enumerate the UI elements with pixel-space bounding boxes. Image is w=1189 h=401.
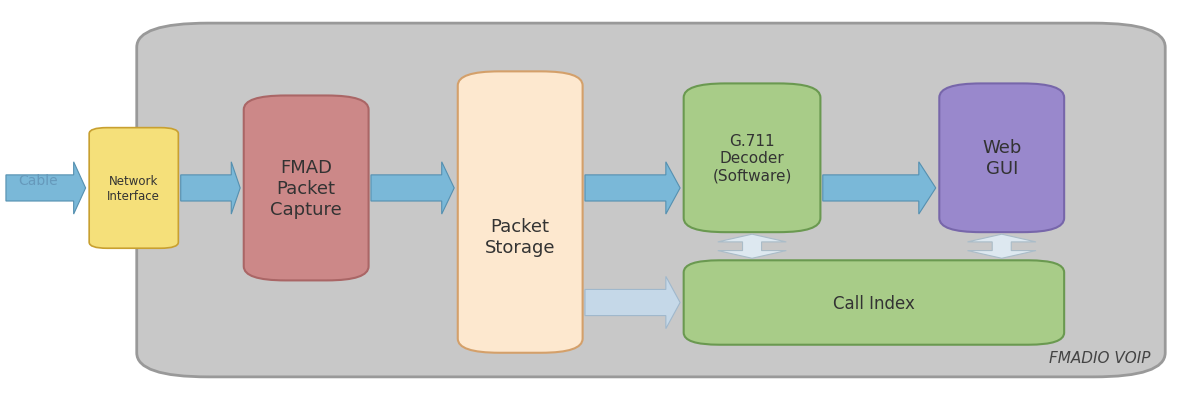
FancyBboxPatch shape bbox=[684, 261, 1064, 345]
Text: Packet
Storage: Packet Storage bbox=[485, 217, 555, 256]
FancyBboxPatch shape bbox=[684, 84, 820, 233]
FancyBboxPatch shape bbox=[89, 128, 178, 249]
Polygon shape bbox=[823, 162, 936, 215]
Text: Web
GUI: Web GUI bbox=[982, 139, 1021, 178]
Polygon shape bbox=[181, 162, 240, 215]
Text: Cable: Cable bbox=[18, 174, 57, 187]
Polygon shape bbox=[371, 162, 454, 215]
FancyBboxPatch shape bbox=[137, 24, 1165, 377]
FancyBboxPatch shape bbox=[939, 84, 1064, 233]
Text: Network
Interface: Network Interface bbox=[107, 174, 161, 203]
FancyBboxPatch shape bbox=[458, 72, 583, 353]
Polygon shape bbox=[718, 235, 786, 259]
Polygon shape bbox=[585, 162, 680, 215]
Text: FMAD
Packet
Capture: FMAD Packet Capture bbox=[270, 159, 342, 218]
Text: Call Index: Call Index bbox=[833, 294, 914, 312]
Text: FMADIO VOIP: FMADIO VOIP bbox=[1050, 350, 1151, 365]
Text: G.711
Decoder
(Software): G.711 Decoder (Software) bbox=[712, 134, 792, 183]
FancyBboxPatch shape bbox=[244, 96, 369, 281]
Polygon shape bbox=[585, 277, 680, 329]
Polygon shape bbox=[6, 162, 86, 215]
Polygon shape bbox=[968, 235, 1036, 259]
